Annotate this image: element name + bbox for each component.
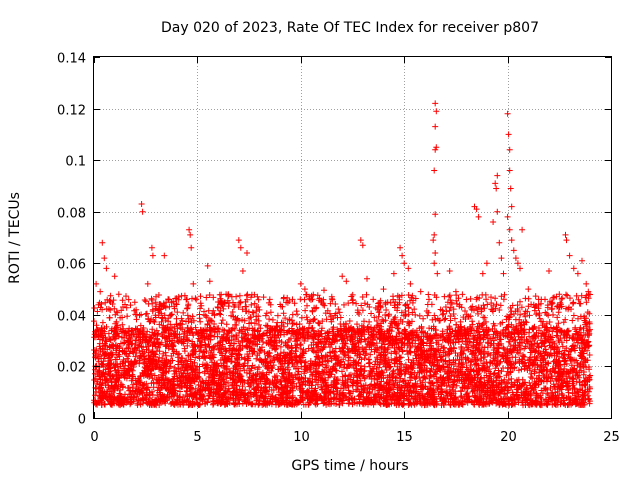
data-point [353,380,360,386]
data-point [255,364,262,371]
data-point [253,355,260,362]
data-point [395,325,402,332]
data-point [358,356,365,363]
data-point [586,352,593,358]
data-point [526,344,533,351]
data-point [301,338,308,344]
data-point [580,325,587,332]
data-point [520,353,526,360]
data-point [560,319,567,326]
data-point [341,361,348,368]
data-point [527,374,534,380]
data-point [382,312,389,318]
data-point [267,309,274,316]
data-point [341,351,348,358]
chart-title: Day 020 of 2023, Rate Of TEC Index for r… [161,20,539,36]
data-point [354,386,361,393]
data-point [270,362,277,369]
data-point [320,344,327,351]
data-point [205,341,212,347]
data-point [321,287,327,294]
data-point [398,354,404,361]
data-point [101,400,108,407]
data-point [365,356,372,363]
data-point [361,355,368,362]
data-point [274,312,281,319]
data-point [533,311,540,318]
data-point [197,318,204,325]
data-point [99,319,106,326]
data-point [334,376,341,383]
data-point [535,375,542,382]
data-point [367,351,374,358]
data-point [547,385,554,391]
data-point [568,362,575,369]
data-point [277,343,284,350]
data-points [91,100,594,409]
